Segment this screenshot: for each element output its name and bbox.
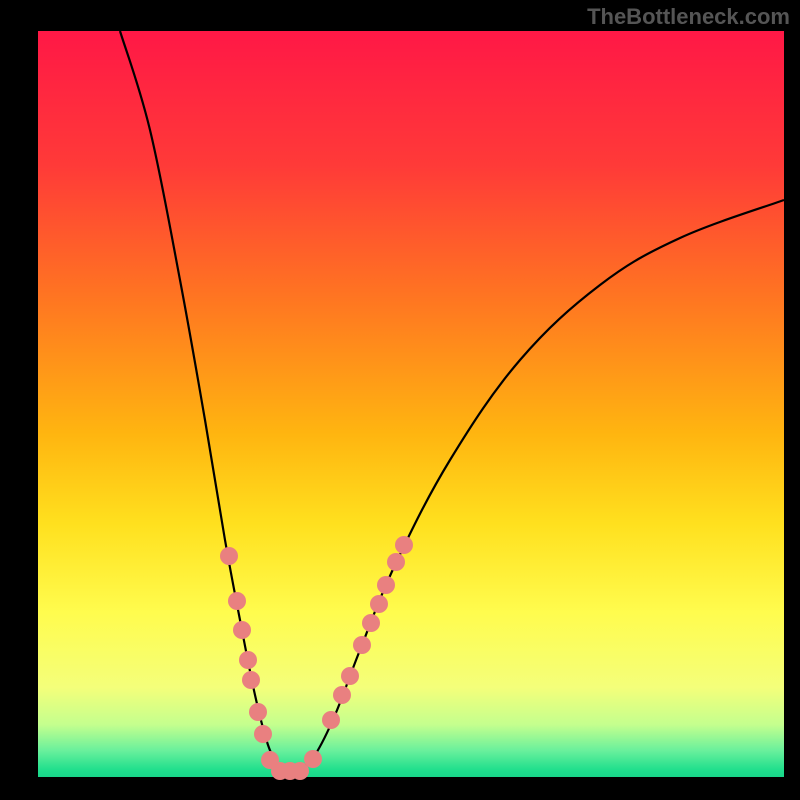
data-marker: [304, 750, 322, 768]
data-marker: [387, 553, 405, 571]
data-marker: [220, 547, 238, 565]
bottleneck-chart: [0, 0, 800, 800]
data-marker: [362, 614, 380, 632]
watermark-text: TheBottleneck.com: [587, 4, 790, 30]
data-marker: [228, 592, 246, 610]
data-marker: [322, 711, 340, 729]
data-marker: [353, 636, 371, 654]
data-marker: [333, 686, 351, 704]
data-marker: [242, 671, 260, 689]
plot-background: [38, 31, 784, 777]
data-marker: [370, 595, 388, 613]
data-marker: [341, 667, 359, 685]
data-marker: [239, 651, 257, 669]
data-marker: [377, 576, 395, 594]
data-marker: [254, 725, 272, 743]
data-marker: [249, 703, 267, 721]
data-marker: [233, 621, 251, 639]
data-marker: [395, 536, 413, 554]
